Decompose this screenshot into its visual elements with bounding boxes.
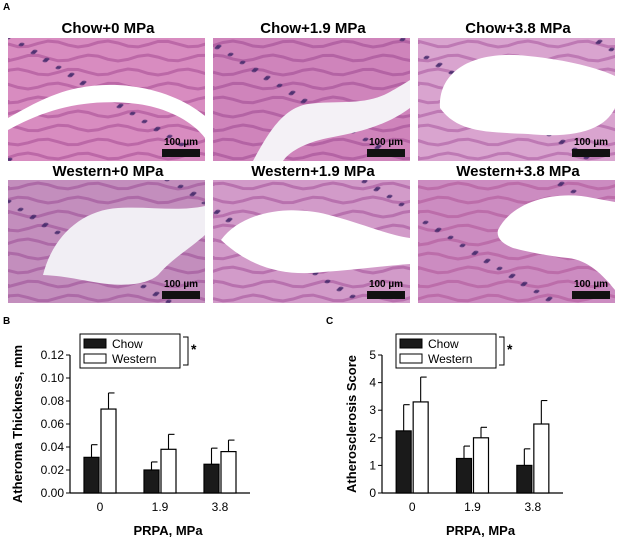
- micrograph-title: Chow+3.8 MPa: [465, 20, 571, 37]
- scale-bar-label: 100 µm: [573, 137, 609, 148]
- scale-bar: [162, 149, 200, 157]
- micrograph-image: 100 µm: [8, 38, 205, 161]
- atheroma-thickness-chart: 0.00 0.02 0.04 0.06 0.08 0.10 0.12 Atheroma Thi…: [10, 333, 250, 538]
- micrograph-title: Chow+1.9 MPa: [260, 20, 366, 37]
- bar-western: [533, 423, 550, 494]
- bar-western: [160, 448, 177, 494]
- y-tick-label: 3: [369, 403, 376, 417]
- micrograph-image: 100 µm: [8, 180, 205, 303]
- micrograph-image: 100 µm: [213, 38, 410, 161]
- y-tick-label: 4: [369, 376, 376, 390]
- legend-label-western: Western: [428, 352, 472, 366]
- panel-b-letter: B: [3, 316, 11, 327]
- bar-chow: [203, 463, 220, 494]
- atherosclerosis-score-chart: 0 1 2 3 4 5 Atherosclerosis Score PRPA, MPa 0 1.9…: [344, 333, 563, 538]
- significance-star: *: [507, 341, 513, 357]
- scale-bar-label: 100 µm: [573, 279, 609, 290]
- y-tick-label: 0.00: [41, 486, 65, 500]
- y-tick-label: 0.04: [41, 440, 65, 454]
- x-tick-label: 1.9: [464, 500, 481, 514]
- bar-chow: [395, 430, 412, 494]
- bar-chow: [143, 469, 160, 494]
- y-tick-label: 0.10: [41, 371, 65, 385]
- x-tick-label: 1.9: [152, 500, 169, 514]
- panel-a-letter: A: [3, 2, 11, 13]
- micrograph-title: Western+0 MPa: [52, 163, 164, 180]
- x-tick-label: 3.8: [212, 500, 229, 514]
- bar-western: [472, 437, 490, 494]
- scale-bar-label: 100 µm: [368, 279, 404, 290]
- x-tick-label: 0: [409, 500, 416, 514]
- bar-western: [220, 451, 237, 494]
- scale-bar-label: 100 µm: [368, 137, 404, 148]
- y-tick-label: 0.12: [41, 348, 65, 362]
- bar-chow: [455, 457, 473, 494]
- legend-swatch-western: [83, 353, 107, 364]
- bar-chow: [516, 464, 533, 494]
- significance-bracket: [499, 336, 505, 366]
- y-tick-label: 0.06: [41, 417, 65, 431]
- scale-bar-label: 100 µm: [163, 137, 199, 148]
- significance-bracket: [183, 336, 189, 366]
- micrograph-title: Western+1.9 MPa: [251, 163, 375, 180]
- micrograph-image: 100 µm: [213, 180, 410, 303]
- micrograph-title: Western+3.8 MPa: [456, 163, 580, 180]
- y-tick-label: 2: [369, 431, 376, 445]
- panel-c-letter: C: [326, 316, 334, 327]
- micrograph-image: 100 µm: [418, 180, 615, 303]
- scale-bar: [572, 291, 610, 299]
- y-tick-label: 0.08: [41, 394, 65, 408]
- legend-label-chow: Chow: [428, 337, 459, 351]
- scale-bar: [367, 149, 405, 157]
- y-tick-label: 1: [369, 458, 376, 472]
- x-tick-label: 0: [97, 500, 104, 514]
- y-tick-label: 0: [369, 486, 376, 500]
- legend-swatch-western: [399, 353, 423, 364]
- y-tick-label: 0.02: [41, 463, 65, 477]
- y-axis-label: Atherosclerosis Score: [344, 355, 359, 493]
- legend-label-western: Western: [112, 352, 156, 366]
- legend-swatch-chow: [83, 338, 107, 349]
- scale-bar-label: 100 µm: [163, 279, 199, 290]
- legend-label-chow: Chow: [112, 337, 143, 351]
- significance-star: *: [191, 341, 197, 357]
- scale-bar: [367, 291, 405, 299]
- y-axis-label: Atheroma Thickness, mm: [10, 345, 25, 503]
- x-axis-label: PRPA, MPa: [446, 523, 516, 538]
- micrograph-title: Chow+0 MPa: [61, 20, 155, 37]
- scale-bar: [162, 291, 200, 299]
- y-tick-label: 5: [369, 348, 376, 362]
- scale-bar: [572, 149, 610, 157]
- bar-western: [412, 401, 429, 494]
- x-axis-label: PRPA, MPa: [133, 523, 203, 538]
- micrograph-image: 100 µm: [418, 38, 615, 161]
- x-tick-label: 3.8: [524, 500, 541, 514]
- bar-western: [100, 408, 117, 494]
- legend-swatch-chow: [399, 338, 423, 349]
- bar-chow: [83, 456, 100, 494]
